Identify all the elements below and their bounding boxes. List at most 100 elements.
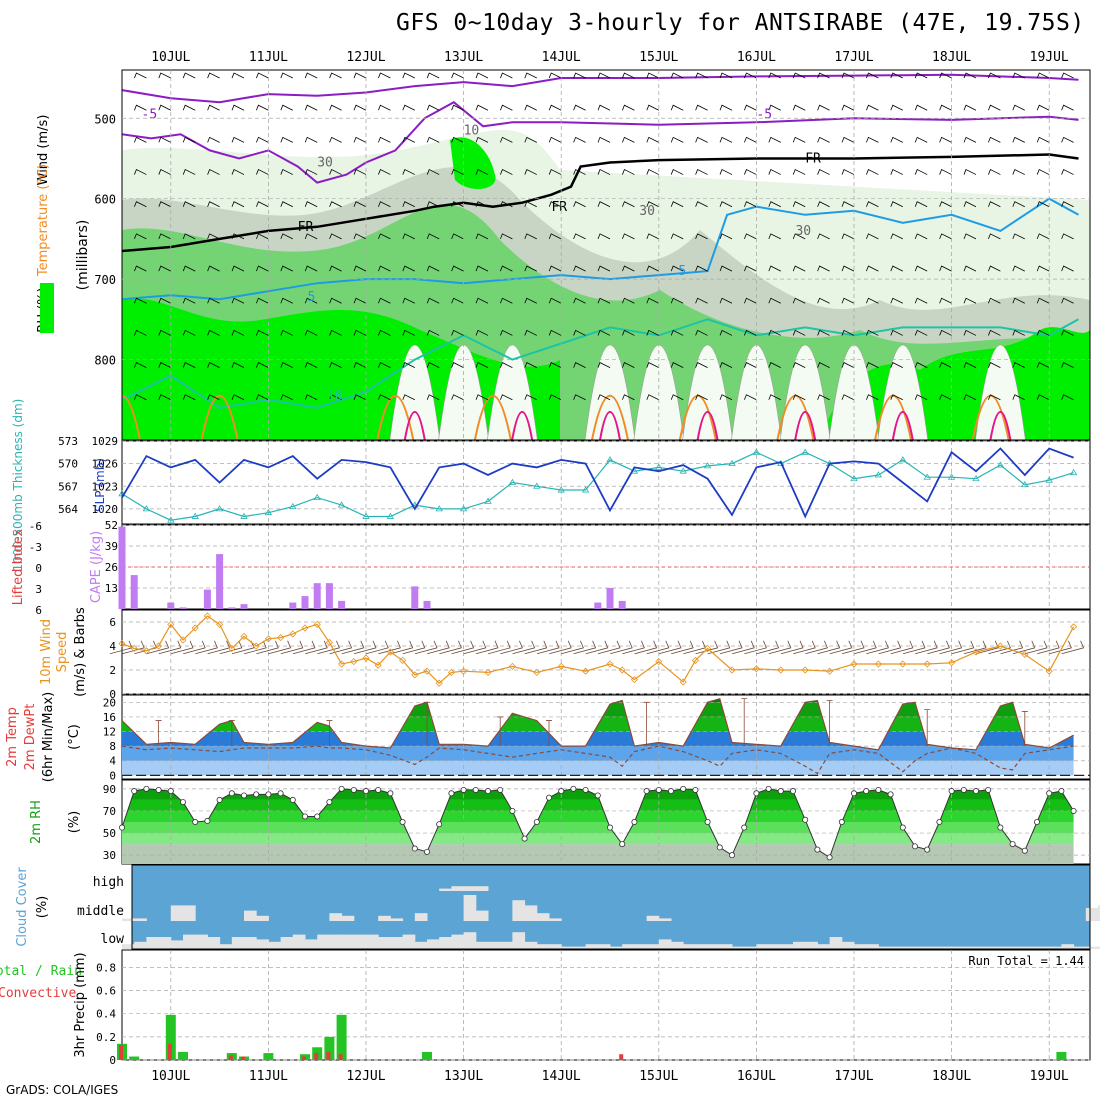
contour-20-5 (891, 410, 914, 440)
rh-point (899, 824, 906, 831)
warm-core-7 (779, 345, 831, 440)
wind-barb (597, 362, 611, 368)
cloud-low-cell (390, 937, 404, 949)
wind10m-barb (988, 640, 1011, 655)
wind-barb (280, 329, 293, 336)
cloud-middle-cell (549, 918, 562, 921)
cloud-high-cell (451, 886, 465, 891)
wind-barb (890, 136, 903, 143)
wind-barb (231, 136, 245, 143)
wind-barb (622, 265, 635, 272)
wind-barb (792, 201, 806, 208)
wind-barb (597, 201, 611, 208)
cloud-low-cell (988, 946, 1001, 949)
wind-barb (304, 265, 318, 272)
wind10m-barb (939, 640, 963, 655)
wind-barb (841, 201, 855, 208)
wind-barb (719, 233, 733, 240)
wind10m-barb (622, 640, 645, 655)
wind-barb (1061, 362, 1074, 368)
wind-barb (597, 104, 611, 111)
wind-barb (182, 329, 196, 336)
rh-point (729, 852, 736, 859)
wind-barb (866, 394, 879, 401)
wind10m-point (325, 638, 333, 646)
wind-barb (329, 394, 342, 401)
cloud-low-cell (219, 944, 233, 949)
lifted-ytick: -6 (29, 520, 42, 533)
cloud-low-cell (524, 941, 538, 949)
rh-point (460, 786, 467, 793)
contour-20-4 (794, 410, 817, 440)
profile-ytick: 600 (94, 193, 116, 207)
thickness-point (850, 474, 858, 482)
thickness-point (240, 512, 248, 519)
cape-bar (179, 607, 187, 609)
cloud-low-cell (939, 946, 953, 949)
wind-barb (646, 104, 659, 111)
wind-barb (256, 362, 269, 368)
wind-barb (158, 329, 171, 336)
rh-point (777, 788, 784, 795)
rh-band (122, 810, 1074, 822)
wind-barb (402, 297, 415, 304)
cloud-low-cell (463, 932, 477, 949)
cape-bar (130, 575, 138, 609)
thickness-point (752, 448, 761, 455)
wind10m-barb (854, 640, 877, 655)
wind-barb (890, 233, 903, 240)
wind-barb (890, 104, 903, 111)
precip-total-label: Total / Rain (0, 964, 82, 979)
wind10m-point (313, 620, 321, 628)
wind-barb (939, 233, 952, 240)
wind10m-point (240, 632, 248, 640)
wind10m-point (167, 620, 175, 628)
lifted-label: Lifted Index (11, 528, 26, 605)
wind-barb (231, 265, 245, 272)
wind-barb (744, 265, 757, 272)
wind-barb (256, 72, 269, 79)
rh-point (826, 854, 833, 861)
contour-15-3 (473, 394, 512, 440)
wind10m-point (252, 642, 260, 650)
wind-barb (353, 104, 367, 111)
wind10m-barb (402, 640, 426, 655)
wind-barb (792, 394, 806, 401)
temp-band (122, 746, 1074, 761)
wind-barb (280, 394, 293, 401)
wind-barb (573, 233, 586, 240)
wind10m-point (752, 665, 760, 673)
wind-barb (963, 233, 977, 240)
rh-point (716, 844, 723, 851)
temp-ytick: 8 (109, 740, 116, 753)
wind-barb (646, 233, 659, 240)
wind-barb (378, 233, 391, 240)
cape-bar (338, 600, 346, 609)
rh-point (838, 819, 845, 826)
wind-barb (963, 265, 977, 272)
wind-barb (304, 297, 318, 304)
wind10m-point (508, 662, 516, 670)
slp-ytick: 1029 (92, 435, 119, 448)
top-xtick: 10JUL (151, 50, 190, 65)
wind-barb (670, 265, 684, 272)
cape-bar (423, 600, 431, 609)
cape-ytick: 26 (105, 561, 118, 574)
rh-fill-group (122, 788, 1074, 864)
wind-barb (134, 169, 147, 175)
wind-barb (719, 201, 733, 208)
precip-total-bar (336, 1014, 347, 1060)
wind-barb (134, 72, 147, 79)
precip-conv-bar (338, 1054, 343, 1060)
wind10m-point (228, 644, 236, 652)
contour-5 (122, 197, 1079, 301)
wind-barb (256, 297, 269, 304)
cloud-middle-cell (512, 900, 526, 921)
rh-point (387, 790, 394, 797)
bottom-xtick: 16JUL (737, 1069, 776, 1084)
wind10m-barb (134, 640, 157, 655)
wind-barb (744, 233, 757, 240)
cape-bar (167, 602, 175, 609)
wind10m-barb (671, 640, 694, 655)
wind-barb (988, 72, 1001, 79)
